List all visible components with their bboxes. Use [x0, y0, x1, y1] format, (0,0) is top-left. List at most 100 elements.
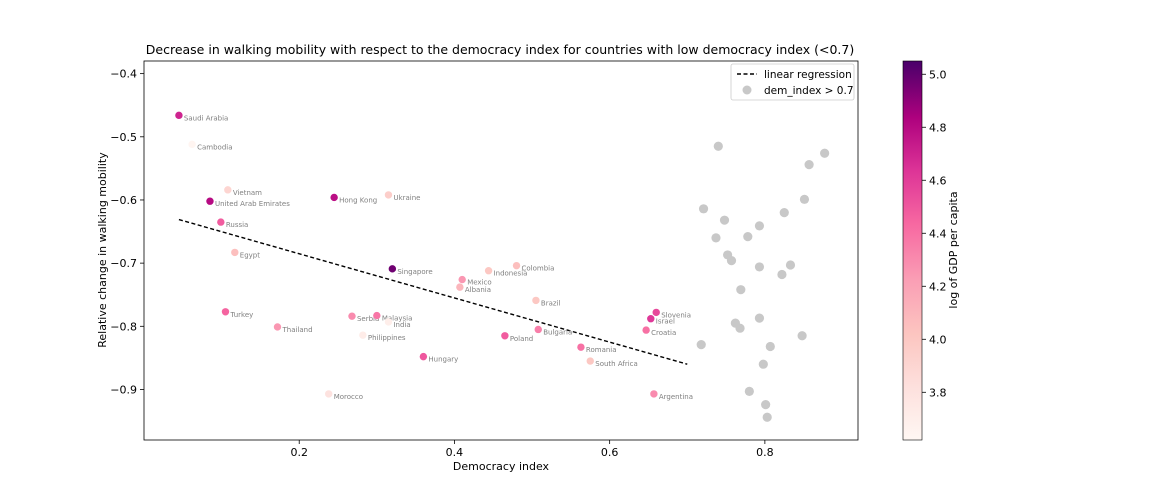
country-label: Singapore	[397, 268, 432, 276]
high-dem-point	[799, 194, 810, 204]
country-label: Bulgaria	[543, 328, 572, 336]
country-point	[330, 193, 338, 202]
country-point	[501, 332, 509, 340]
country-point	[273, 323, 282, 331]
legend: linear regression dem_index > 0.7	[730, 63, 855, 101]
high-dem-point	[744, 386, 754, 396]
country-label: India	[393, 321, 410, 329]
country-point	[221, 308, 230, 316]
chart-title: Decrease in walking mobility with respec…	[146, 42, 854, 57]
country-label: Hong Kong	[339, 196, 377, 204]
country-label: Malaysia	[382, 315, 413, 323]
colorbar-ticks: 3.8 4.0 4.2 4.4 4.6 4.8 5.0	[922, 68, 947, 399]
country-label: Ukraine	[393, 194, 420, 202]
legend-label-regression: linear regression	[764, 69, 852, 81]
country-point	[217, 218, 225, 226]
high-dem-point	[785, 260, 796, 270]
country-label: Poland	[510, 335, 533, 343]
country-point	[534, 325, 542, 334]
country-point	[384, 191, 393, 199]
country-label: Indonesia	[494, 270, 528, 278]
country-label: Israel	[656, 318, 675, 326]
country-label: Colombia	[522, 265, 555, 273]
legend-label-high-dem: dem_index > 0.7	[764, 85, 854, 97]
y-tick-label: −0.8	[110, 320, 137, 333]
x-tick-label: 0.8	[756, 446, 774, 459]
high-dem-point	[754, 221, 765, 231]
plot-frame	[143, 60, 859, 441]
country-point	[532, 296, 540, 305]
y-tick-label: −0.9	[110, 383, 137, 396]
high-dem-point	[696, 340, 706, 350]
country-label: Argentina	[659, 393, 693, 401]
country-label: Mexico	[467, 279, 491, 287]
high-dem-point	[735, 323, 745, 333]
x-axis-label: Democracy index	[453, 460, 550, 473]
colorbar-tick-label: 3.8	[929, 386, 947, 399]
country-label: Morocco	[334, 393, 363, 401]
country-point	[586, 357, 594, 365]
high-dem-point	[719, 215, 730, 225]
country-point	[348, 312, 356, 320]
country-point	[206, 197, 214, 205]
country-point	[647, 315, 655, 323]
high-dem-point	[779, 208, 789, 218]
country-label: Saudi Arabia	[184, 114, 228, 122]
country-label: Cambodia	[197, 143, 232, 151]
country-label: United Arab Emirates	[215, 200, 290, 208]
country-point	[373, 311, 381, 320]
colorbar-tick-label: 4.6	[929, 174, 947, 187]
high-dem-point	[743, 232, 753, 242]
country-point	[484, 267, 493, 275]
high-dem-point	[761, 400, 771, 410]
x-tick-label: 0.4	[446, 446, 464, 459]
country-label: Vietnam	[233, 189, 262, 197]
regression-line	[178, 218, 688, 365]
legend-marker-icon	[742, 85, 752, 95]
y-tick-label: −0.5	[110, 131, 137, 144]
country-point	[188, 140, 196, 149]
country-label: Albania	[465, 286, 491, 294]
country-label: Philippines	[368, 334, 406, 342]
country-point	[652, 308, 660, 317]
colorbar-tick-label: 4.4	[929, 227, 947, 240]
country-point	[456, 283, 464, 291]
country-label: Egypt	[240, 251, 260, 259]
high-dem-point	[713, 141, 723, 151]
high-dem-point	[777, 269, 787, 280]
country-point	[577, 343, 585, 351]
plot-area: Saudi Arabia Cambodia Vietnam United Arab E…	[175, 111, 830, 422]
y-tick-label: −0.4	[110, 68, 137, 81]
country-point	[231, 248, 239, 257]
x-axis: 0.2 0.4 0.6 0.8	[290, 440, 774, 459]
colorbar-tick-label: 5.0	[929, 68, 947, 81]
x-tick-label: 0.2	[290, 446, 308, 459]
country-point	[384, 318, 393, 326]
high-dem-point	[726, 256, 737, 266]
high-dem-point	[754, 313, 765, 323]
legend-box	[730, 63, 855, 101]
country-label: Croatia	[651, 329, 676, 337]
colorbar-tick-label: 4.2	[929, 280, 947, 293]
country-label: Brazil	[541, 299, 561, 307]
country-point	[388, 265, 397, 273]
country-label: Slovenia	[661, 311, 691, 319]
country-point	[359, 331, 367, 339]
high-dem-point	[758, 359, 768, 369]
colorbar-gradient	[902, 60, 923, 441]
colorbar: 3.8 4.0 4.2 4.4 4.6 4.8 5.0 log of GDP per cap…	[902, 60, 960, 441]
high-dem-point	[820, 148, 830, 158]
country-point	[419, 352, 428, 361]
country-label: Russia	[226, 221, 249, 229]
country-point	[650, 390, 658, 398]
country-label: Turkey	[229, 311, 253, 319]
country-label: Serbia	[357, 315, 379, 323]
country-point	[642, 326, 650, 334]
high-dem-point	[804, 159, 814, 170]
country-point	[175, 111, 183, 120]
country-label: Thailand	[281, 326, 312, 334]
y-tick-label: −0.6	[110, 194, 137, 207]
high-dem-point	[736, 285, 746, 295]
country-label: Hungary	[428, 356, 458, 364]
